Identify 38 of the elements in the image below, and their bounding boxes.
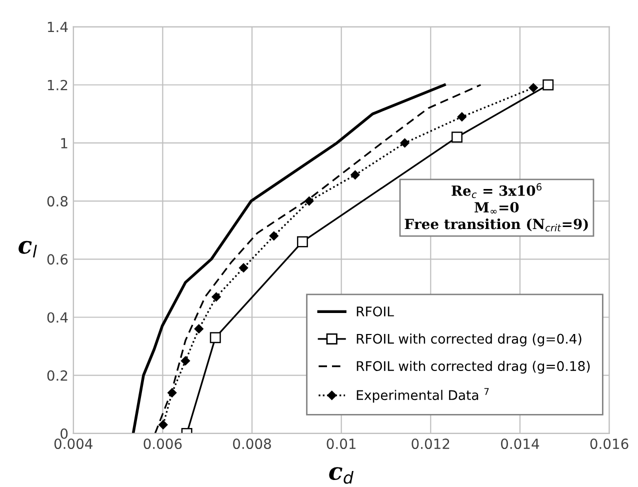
point <box>542 79 554 90</box>
legend-label: Experimental Data $^{7}$ <box>356 388 489 403</box>
point <box>168 388 177 398</box>
point <box>194 324 204 334</box>
point <box>457 112 466 122</box>
text: Re$_{c}$ = 3x10$^{6}$ M$_{∞}$=0 Free transition (N$_{crit}$=9) <box>404 183 588 232</box>
y-tick-label: 1.2 <box>48 80 68 90</box>
x-tick-label: 0.012 <box>412 438 450 450</box>
y-tick-label: 0.6 <box>47 254 68 265</box>
y-tick-label: 0.4 <box>47 312 68 323</box>
x-tick-label: 0.014 <box>501 438 540 450</box>
point <box>304 196 314 206</box>
point <box>210 332 221 344</box>
point <box>238 263 248 272</box>
point <box>269 231 278 240</box>
legend-label: RFOIL <box>356 306 394 316</box>
y-tick-label: 1.4 <box>48 22 68 32</box>
x-tick-label: 0.006 <box>144 438 182 450</box>
point <box>296 236 308 248</box>
x-tick-label: 0.008 <box>233 438 271 450</box>
point <box>180 356 190 366</box>
x-tick-label: 0.004 <box>54 438 92 450</box>
y-tick-label: 0.8 <box>47 196 68 207</box>
point <box>212 292 221 302</box>
legend-label: RFOIL with corrected drag (g=0.4) <box>356 334 582 346</box>
y-tick-label: 1 <box>61 138 68 148</box>
x-axis-title: c$_{d}$ <box>329 467 354 484</box>
point <box>452 132 462 143</box>
point <box>158 420 168 430</box>
y-tick-label: 0.2 <box>47 370 68 381</box>
x-tick-label: 0.016 <box>590 438 628 450</box>
y-tick-label: 0 <box>60 428 68 439</box>
point <box>528 83 538 92</box>
x-tick-label: 0.01 <box>326 438 356 450</box>
point <box>350 170 360 180</box>
y-axis-title: c$_{l}$ <box>18 240 37 258</box>
point <box>400 138 410 148</box>
legend-label: RFOIL with corrected drag (g=0.18) <box>356 360 590 374</box>
